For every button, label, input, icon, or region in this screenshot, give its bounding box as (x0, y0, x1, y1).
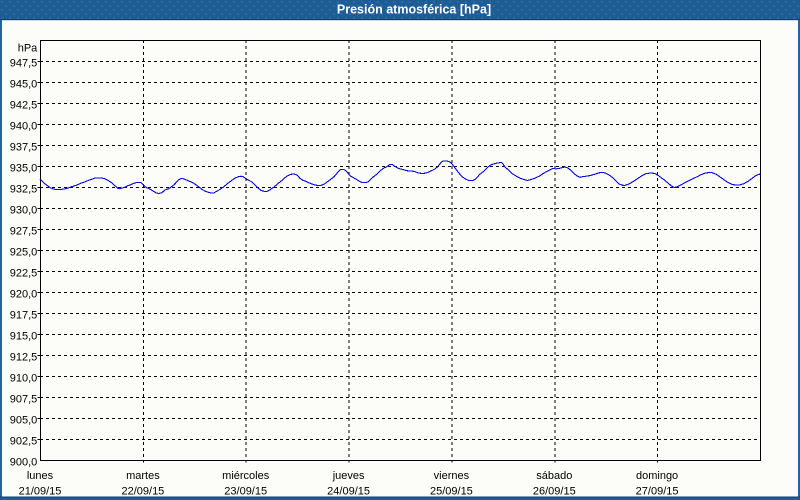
svg-text:jueves: jueves (332, 470, 365, 482)
svg-text:925,0: 925,0 (10, 247, 38, 259)
svg-text:25/09/15: 25/09/15 (430, 486, 473, 498)
svg-text:932,5: 932,5 (10, 184, 38, 196)
svg-text:947,5: 947,5 (10, 58, 38, 70)
svg-text:24/09/15: 24/09/15 (327, 486, 370, 498)
svg-text:902,5: 902,5 (10, 436, 38, 448)
svg-text:27/09/15: 27/09/15 (636, 486, 679, 498)
svg-text:domingo: domingo (636, 470, 678, 482)
svg-text:viernes: viernes (434, 470, 470, 482)
svg-text:942,5: 942,5 (10, 100, 38, 112)
svg-text:sábado: sábado (536, 470, 572, 482)
svg-text:910,0: 910,0 (10, 373, 38, 385)
svg-text:miércoles: miércoles (222, 470, 270, 482)
svg-text:917,5: 917,5 (10, 310, 38, 322)
svg-text:Presión atmosférica [hPa]: Presión atmosférica [hPa] (337, 3, 491, 17)
svg-text:907,5: 907,5 (10, 394, 38, 406)
svg-text:900,0: 900,0 (10, 457, 38, 469)
svg-text:905,0: 905,0 (10, 415, 38, 427)
svg-text:920,0: 920,0 (10, 289, 38, 301)
svg-text:930,0: 930,0 (10, 205, 38, 217)
svg-text:hPa: hPa (18, 43, 38, 55)
svg-text:912,5: 912,5 (10, 352, 38, 364)
svg-text:21/09/15: 21/09/15 (19, 486, 62, 498)
svg-text:915,0: 915,0 (10, 331, 38, 343)
svg-text:945,0: 945,0 (10, 79, 38, 91)
svg-text:937,5: 937,5 (10, 142, 38, 154)
svg-text:martes: martes (126, 470, 160, 482)
svg-text:940,0: 940,0 (10, 121, 38, 133)
svg-text:lunes: lunes (27, 470, 54, 482)
svg-text:22/09/15: 22/09/15 (121, 486, 164, 498)
svg-text:927,5: 927,5 (10, 226, 38, 238)
svg-text:23/09/15: 23/09/15 (224, 486, 267, 498)
svg-text:26/09/15: 26/09/15 (533, 486, 576, 498)
svg-text:922,5: 922,5 (10, 268, 38, 280)
svg-text:935,0: 935,0 (10, 163, 38, 175)
